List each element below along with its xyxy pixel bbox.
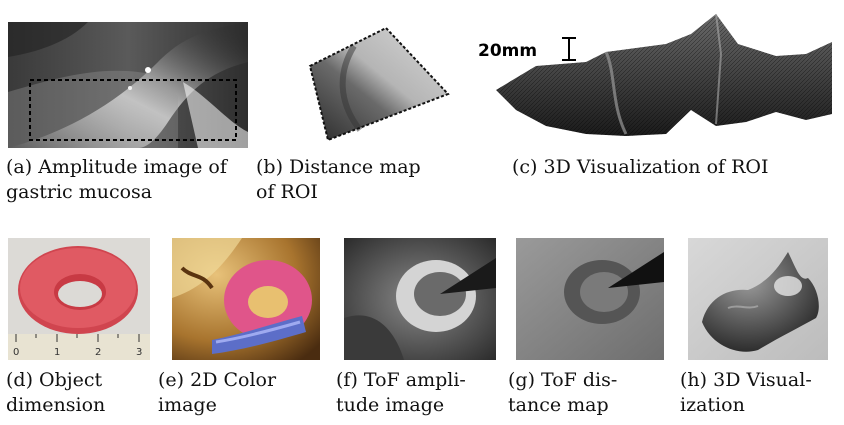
ruler-label-3: 3 [136,347,142,358]
panel-c-3d-visualization: 20mm [476,4,838,150]
caption-g-text: (g) ToF dis- [508,369,618,391]
panel-b-distance-map [268,22,468,148]
caption-b-line1: (b) Distance map [256,155,462,180]
torus-object-photo: 0 1 2 3 [8,238,150,360]
panel-a-amplitude-image [8,22,248,148]
caption-g-line2: tance map [508,394,609,416]
ruler-label-0: 0 [13,347,19,358]
tof-amplitude-image [344,238,496,360]
caption-g-line1: (g) ToF dis- [508,368,672,393]
ruler-label-2: 2 [95,347,101,358]
3d-render-image [688,238,828,360]
panel-f-tof-amplitude [344,238,496,360]
caption-e-line1: (e) 2D Color [158,368,330,393]
color-endoscopic-photo [172,238,320,360]
caption-c-line1: (c) 3D Visualization of ROI [512,156,769,178]
panel-g-tof-distance [516,238,664,360]
distance-map-image [308,26,450,142]
caption-d-text: (d) Object [6,369,103,391]
caption-e-text: (e) 2D Color [158,369,277,391]
caption-d-line2: dimension [6,394,106,416]
3d-surface-image: 20mm [478,13,832,136]
ruler-label-1: 1 [54,347,60,358]
caption-h-line1: (h) 3D Visual- [680,369,812,391]
caption-h-line2: ization [680,394,745,416]
scale-label: 20mm [478,41,537,61]
tof-distance-image [516,238,664,360]
caption-b-text: (b) Distance map [256,156,421,178]
panel-e-color-image [172,238,320,360]
caption-f-line2: tude image [336,394,445,416]
amplitude-image [8,22,248,148]
panel-h-3d-visualization [688,238,828,360]
caption-e-line2: image [158,394,217,416]
caption-d-line1: (d) Object [6,368,154,393]
caption-f-line1: (f) ToF ampli- [336,369,466,391]
caption-a-line2: gastric mucosa [6,181,153,203]
panel-d-object-image: 0 1 2 3 [8,238,150,360]
caption-b-line2: of ROI [256,181,318,203]
caption-a-line1: (a) Amplitude image of [6,156,227,178]
